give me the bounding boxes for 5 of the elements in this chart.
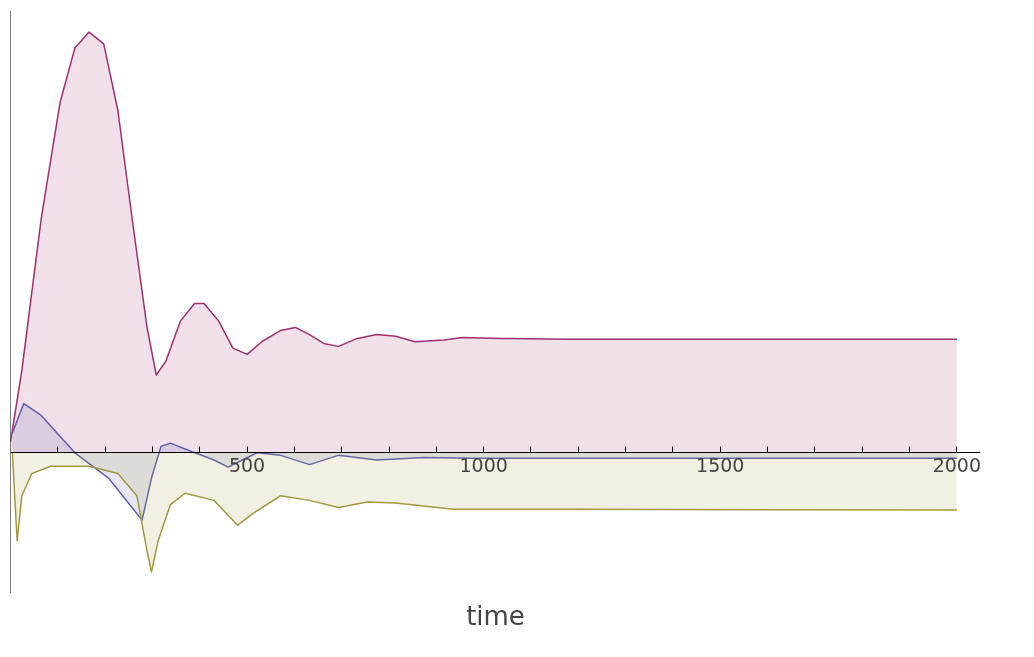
x-tick-label: 1000 xyxy=(459,453,508,476)
x-tick-label: 2000 xyxy=(932,453,982,476)
x-axis-title: time xyxy=(466,600,525,631)
x-tick-label: 1500 xyxy=(696,453,745,476)
x-tick-label: 500 xyxy=(228,453,266,476)
